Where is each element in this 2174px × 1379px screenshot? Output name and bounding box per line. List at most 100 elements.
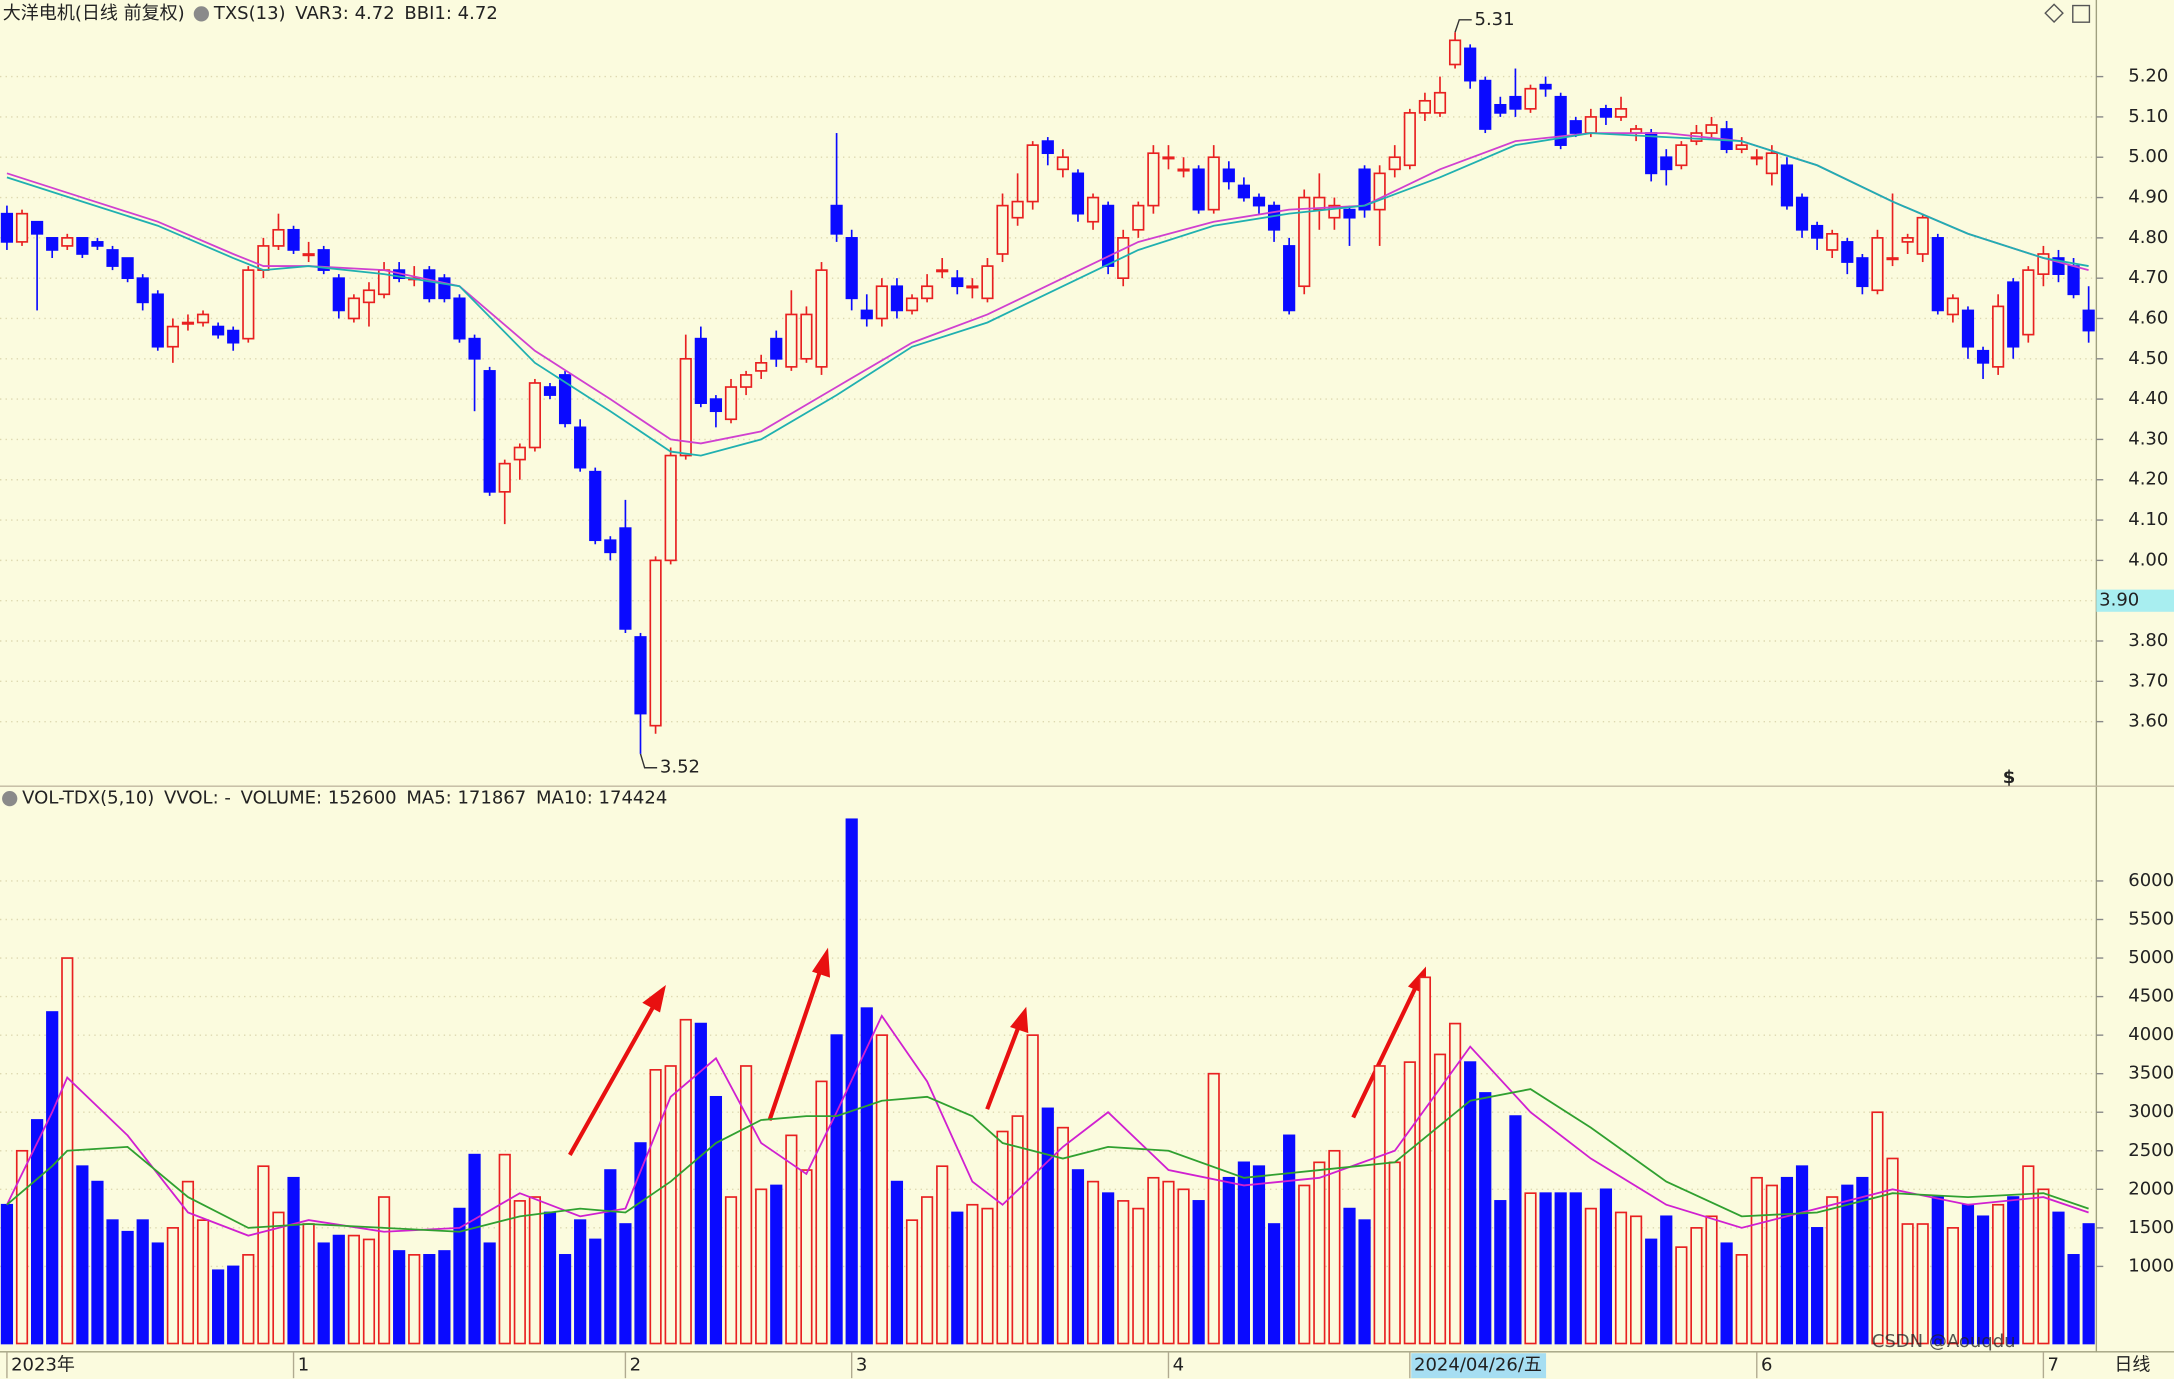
volume-bar xyxy=(1298,1184,1311,1345)
candle-body xyxy=(1961,309,1975,348)
header-text: VOLUME: 152600 xyxy=(241,788,397,809)
volume-bar xyxy=(136,1219,149,1345)
y-tick-label: 4.80 xyxy=(2128,227,2168,248)
candle-body xyxy=(1841,241,1854,263)
volume-bar xyxy=(1388,1161,1401,1345)
volume-bar xyxy=(1614,1211,1628,1345)
y-tick-label: 50000 xyxy=(2128,947,2174,968)
volume-bar xyxy=(1856,1176,1869,1345)
icon-window[interactable] xyxy=(2072,4,2091,23)
x-tick-label: 7 xyxy=(2048,1355,2059,1376)
candle-body xyxy=(1086,196,1100,223)
volume-bar xyxy=(332,1234,345,1345)
volume-bar xyxy=(1765,1184,1778,1345)
volume-bar xyxy=(1660,1215,1673,1345)
candle-body xyxy=(890,285,904,312)
volume-bar xyxy=(1901,1223,1914,1345)
candle-body xyxy=(31,220,44,235)
volume-bar xyxy=(574,1219,587,1345)
volume-bar xyxy=(1569,1192,1582,1345)
candle-body xyxy=(905,297,919,312)
toolbar-icons xyxy=(2044,3,2091,23)
volume-bar xyxy=(755,1188,768,1345)
volume-bar xyxy=(1464,1061,1477,1345)
candle-body xyxy=(1509,95,1522,110)
volume-bar xyxy=(1976,1215,1990,1345)
ma-line xyxy=(6,1088,2089,1233)
header-text: TXS(13) xyxy=(213,3,286,24)
volume-bar xyxy=(453,1207,466,1345)
candle-body xyxy=(770,337,783,360)
candle-body xyxy=(1780,164,1794,207)
volume-bar xyxy=(785,1134,798,1345)
volume-bar xyxy=(347,1234,360,1345)
y-tick-label: 4.70 xyxy=(2128,267,2168,288)
candle-body xyxy=(347,297,360,320)
volume-bar xyxy=(619,1223,632,1345)
arrow-head xyxy=(812,947,831,978)
volume-bar xyxy=(1418,976,1432,1345)
volume-bar xyxy=(1916,1223,1929,1345)
volume-bar xyxy=(302,1223,315,1345)
candle-body xyxy=(739,374,753,388)
candle-body xyxy=(302,253,315,257)
volume-bar xyxy=(91,1180,104,1345)
candle-body xyxy=(1207,156,1220,211)
candle-body xyxy=(287,228,300,251)
candle-body xyxy=(1011,200,1024,219)
volume-bar xyxy=(1630,1215,1643,1345)
volume-bar xyxy=(589,1238,602,1345)
candle-body xyxy=(996,204,1009,255)
y-tick-label: 25000 xyxy=(2128,1140,2174,1161)
candle-body xyxy=(1132,204,1145,231)
volume-bar xyxy=(981,1207,994,1345)
volume-bar xyxy=(1267,1223,1281,1345)
volume-bar xyxy=(1675,1246,1688,1345)
volume-bar xyxy=(1841,1184,1854,1345)
volume-bar xyxy=(1237,1161,1250,1345)
candle-body xyxy=(589,470,602,542)
candle-body xyxy=(1479,79,1492,130)
candle-body xyxy=(1192,168,1205,211)
candle-body xyxy=(242,269,255,340)
candle-body xyxy=(76,237,89,255)
candle-body xyxy=(0,212,14,243)
x-tick-label: 4 xyxy=(1173,1355,1184,1376)
candle-body xyxy=(664,454,677,562)
cursor-date-box xyxy=(1411,1353,1547,1379)
volume-bar xyxy=(46,1011,59,1345)
volume-bar xyxy=(1252,1165,1266,1345)
candle-body xyxy=(1524,87,1537,110)
ma-line xyxy=(6,132,2089,457)
candle-body xyxy=(1871,237,1884,292)
candle-body xyxy=(1328,204,1341,219)
candle-body xyxy=(46,237,59,251)
candle-body xyxy=(1298,196,1311,288)
candle-body xyxy=(619,527,632,630)
volume-bar xyxy=(1011,1115,1024,1345)
volume-bar xyxy=(151,1242,164,1345)
volume-bar xyxy=(408,1254,421,1345)
candle-body xyxy=(649,559,662,727)
volume-bar xyxy=(1795,1165,1809,1345)
candle-body xyxy=(2052,257,2065,275)
icon-diamond[interactable] xyxy=(2044,3,2064,23)
volume-bar xyxy=(1358,1219,1371,1345)
candle-body xyxy=(694,337,707,404)
candle-body xyxy=(1614,108,1628,118)
candle-body xyxy=(1584,116,1597,134)
header-text: BBI1: 4.72 xyxy=(404,3,497,24)
volume-bar xyxy=(212,1269,225,1345)
volume-bar xyxy=(1177,1188,1190,1345)
y-tick-label: 3.60 xyxy=(2128,711,2168,732)
volume-bar xyxy=(1102,1192,1115,1345)
volume-bar xyxy=(1780,1176,1794,1345)
candle-body xyxy=(860,309,873,320)
volume-bar xyxy=(181,1180,195,1345)
volume-bar xyxy=(1735,1254,1748,1345)
volume-bar xyxy=(1373,1065,1386,1345)
candle-body xyxy=(1795,196,1809,231)
volume-bar xyxy=(649,1068,662,1345)
candle-body xyxy=(1856,257,1869,288)
